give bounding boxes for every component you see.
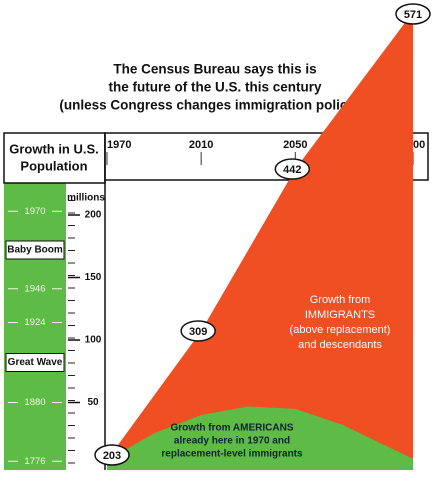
minor-ticks: [68, 190, 76, 470]
annotation: Growth from AMERICANS: [171, 423, 294, 434]
panel-title: Growth in U.S.: [9, 141, 99, 156]
history-year: 1880: [24, 397, 45, 408]
title: the future of the U.S. this century: [108, 80, 322, 95]
event-box: [5, 353, 65, 372]
history-year: 1970: [24, 206, 45, 217]
value-label: 309: [189, 326, 207, 338]
annotation: replacement-level immigrants: [161, 449, 303, 460]
y-tick-label: 150: [85, 272, 102, 283]
x-tick-label: 2050: [283, 139, 307, 151]
annotation: IMMIGRANTS: [305, 309, 375, 321]
annotation: (above replacement): [290, 324, 391, 336]
y-tick-label: 50: [87, 397, 99, 408]
annotation: Growth from: [310, 294, 371, 306]
history-column: [4, 183, 66, 470]
event-box: [5, 240, 65, 260]
y-tick-label: 100: [85, 335, 102, 346]
y-tick-label: 200: [85, 210, 102, 221]
value-label: 203: [103, 450, 121, 462]
value-bubble: [94, 444, 130, 466]
x-tick-label: 1970: [107, 139, 131, 151]
value-label: 571: [404, 9, 422, 21]
x-tick-label: 2010: [189, 139, 213, 151]
event-label: Baby Boom: [7, 245, 63, 256]
history-year: 1776: [24, 456, 45, 467]
value-bubble: [180, 320, 216, 342]
value-bubble: [395, 3, 431, 25]
history-year: 1946: [24, 283, 45, 294]
history-year: 1924: [24, 317, 45, 328]
annotation: already here in 1970 and: [174, 436, 290, 447]
panel-header: [3, 132, 106, 184]
y-axis-label: millions: [67, 193, 105, 204]
area: [107, 406, 413, 470]
title: (unless Congress changes immigration pol…: [59, 98, 370, 113]
title: The Census Bureau says this is: [113, 62, 316, 77]
area: [107, 12, 413, 470]
panel-title: Population: [20, 158, 87, 173]
annotation: and descendants: [298, 339, 382, 351]
value-bubble: [274, 158, 311, 180]
event-label: Great Wave: [8, 357, 63, 368]
value-label: 442: [283, 164, 301, 176]
